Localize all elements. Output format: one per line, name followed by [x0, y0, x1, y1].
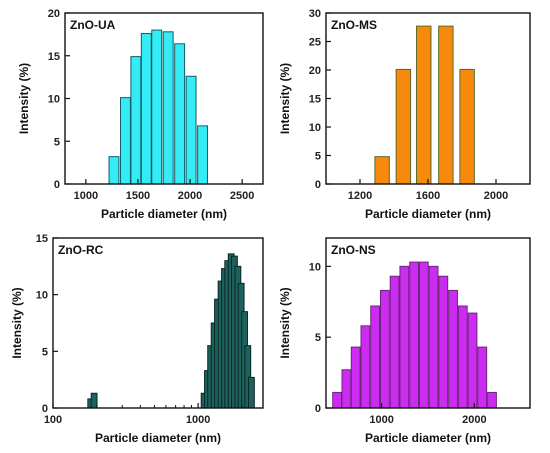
bar	[341, 369, 352, 409]
x-axis-label: Particle diameter (nm)	[365, 431, 491, 445]
bar	[162, 31, 174, 185]
x-axis-label: Particle diameter (nm)	[365, 207, 491, 221]
bar	[350, 346, 361, 409]
bar	[457, 305, 468, 409]
plot-frame	[325, 237, 531, 409]
bar	[185, 75, 197, 185]
bar	[374, 156, 390, 185]
y-tick-label: 5	[315, 332, 321, 344]
y-tick-label: 10	[309, 122, 321, 134]
x-tick-label: 1000	[74, 190, 98, 202]
bar	[467, 312, 478, 409]
bar	[248, 376, 255, 409]
bar	[108, 156, 120, 185]
bar	[379, 289, 390, 409]
bar	[389, 275, 400, 409]
x-axis-label: Particle diameter (nm)	[101, 207, 227, 221]
bar	[360, 325, 371, 409]
x-tick-label: 1200	[348, 190, 372, 202]
bar	[140, 33, 152, 185]
bar	[130, 56, 142, 185]
bar	[90, 392, 98, 409]
plot-frame	[52, 237, 264, 409]
y-tick-label: 15	[36, 233, 48, 245]
bar	[119, 97, 131, 185]
chart-title: ZnO-MS	[331, 18, 377, 32]
y-tick-label: 15	[309, 94, 321, 106]
y-axis-label: Intensity (%)	[17, 63, 31, 134]
chart-title: ZnO-RC	[58, 243, 104, 257]
x-tick-label: 1600	[416, 190, 440, 202]
y-axis-label: Intensity (%)	[10, 287, 24, 358]
y-tick-label: 20	[48, 8, 60, 20]
chart-title: ZnO-UA	[70, 18, 116, 32]
x-tick-label: 2500	[230, 190, 254, 202]
y-tick-label: 30	[309, 8, 321, 20]
y-tick-label: 5	[54, 136, 60, 148]
bar	[459, 68, 475, 185]
bar	[418, 261, 429, 409]
bar	[370, 305, 381, 409]
y-tick-label: 0	[42, 403, 48, 415]
y-tick-label: 10	[36, 290, 48, 302]
x-axis-label: Particle diameter (nm)	[95, 431, 221, 445]
bar	[477, 346, 488, 409]
x-tick-label: 1000	[369, 414, 393, 426]
bar	[197, 125, 209, 185]
y-tick-label: 0	[54, 179, 60, 191]
x-tick-label: 100	[44, 414, 62, 426]
x-tick-label: 2000	[462, 414, 486, 426]
bar	[174, 43, 186, 185]
x-tick-label: 2000	[484, 190, 508, 202]
x-tick-label: 1500	[126, 190, 150, 202]
bar	[151, 29, 163, 185]
y-axis-label: Intensity (%)	[278, 63, 292, 134]
y-tick-label: 5	[42, 346, 48, 358]
y-tick-label: 25	[309, 37, 321, 49]
y-tick-label: 15	[48, 51, 60, 63]
bar	[428, 265, 439, 409]
bar	[416, 25, 432, 185]
bar	[332, 391, 343, 409]
x-tick-label: 2000	[178, 190, 202, 202]
chart-panel-4: 1000 2000 0 5 10 ZnO-NS Particle diameter (nm)…	[278, 237, 531, 445]
bar	[395, 68, 412, 185]
y-tick-label: 10	[48, 94, 60, 106]
bar	[438, 25, 454, 185]
y-tick-label: 5	[315, 151, 321, 163]
x-tick-label: 1000	[186, 414, 210, 426]
chart-panel-2: 1200 1600 2000 0 5 10 15 20 25 30 ZnO-MS Particle d…	[278, 8, 531, 221]
bar	[399, 265, 410, 409]
y-tick-label: 20	[309, 65, 321, 77]
y-tick-label: 0	[315, 403, 321, 415]
y-tick-label: 0	[315, 179, 321, 191]
bar	[438, 275, 449, 409]
chart-title: ZnO-NS	[331, 243, 376, 257]
y-axis-label: Intensity (%)	[278, 287, 292, 358]
bar	[409, 261, 420, 409]
bar	[487, 391, 497, 409]
chart-panel-1: 1000 1500 2000 2500 0 5 10 15 20 ZnO-UA Particle d…	[17, 8, 264, 221]
bar	[448, 289, 458, 409]
chart-panel-3: 100 1000 0 5 10 15 ZnO-RC Particle diameter (nm…	[10, 233, 264, 445]
y-tick-label: 10	[309, 261, 321, 273]
